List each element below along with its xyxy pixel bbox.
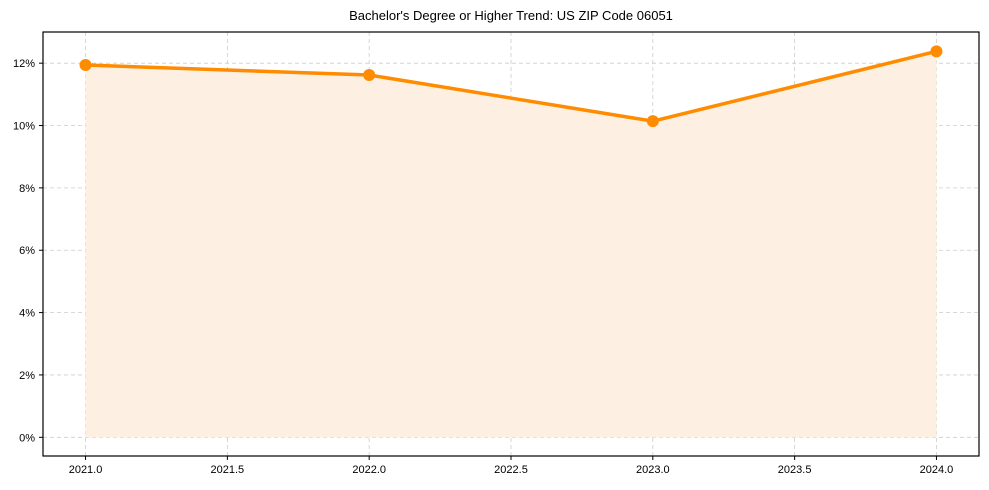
y-tick-label: 4%	[19, 308, 35, 320]
data-point	[363, 69, 376, 82]
x-tick-label: 2021.5	[211, 464, 245, 476]
x-tick-label: 2021.0	[69, 464, 103, 476]
y-tick-label: 6%	[19, 245, 35, 257]
chart-title: Bachelor's Degree or Higher Trend: US ZI…	[349, 8, 673, 23]
data-line	[85, 49, 937, 123]
data-point	[79, 59, 92, 72]
x-tick-label: 2023.0	[636, 464, 670, 476]
x-tick-label: 2022.0	[352, 464, 386, 476]
y-tick-label: 10%	[13, 121, 35, 133]
y-tick-label: 8%	[19, 183, 35, 195]
area-fill	[85, 51, 937, 438]
x-tick-label: 2023.5	[778, 464, 812, 476]
x-tick-label: 2022.5	[494, 464, 528, 476]
data-markers	[79, 45, 943, 128]
y-tick-label: 2%	[19, 370, 35, 382]
y-axis: 0% 2% 4% 6% 8% 10% 12%	[13, 58, 43, 444]
data-point	[646, 115, 659, 128]
y-tick-label: 12%	[13, 58, 35, 70]
y-tick-label: 0%	[19, 432, 35, 444]
data-point	[930, 45, 943, 58]
x-axis: 2021.0 2021.5 2022.0 2022.5 2023.0 2023.5 2024…	[69, 456, 954, 476]
x-tick-label: 2024.0	[920, 464, 954, 476]
